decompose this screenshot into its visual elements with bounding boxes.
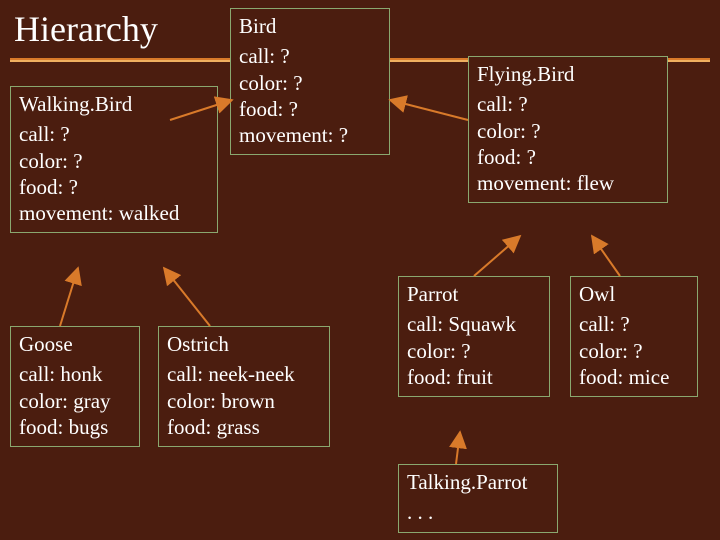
node-name: Goose (19, 331, 131, 357)
edge-talkingparrot-to-parrot (456, 432, 460, 464)
node-name: Flying.Bird (477, 61, 659, 87)
node-attrs: call: ? color: ? food: ? movement: ? (239, 43, 381, 148)
node-attrs: call: ? color: ? food: ? movement: flew (477, 91, 659, 196)
node-flyingbird: Flying.Bird call: ? color: ? food: ? mov… (468, 56, 668, 203)
node-ostrich: Ostrich call: neek-neek color: brown foo… (158, 326, 330, 447)
node-talkingparrot: Talking.Parrot . . . (398, 464, 558, 533)
node-owl: Owl call: ? color: ? food: mice (570, 276, 698, 397)
node-goose: Goose call: honk color: gray food: bugs (10, 326, 140, 447)
edge-owl-to-flyingbird (592, 236, 620, 276)
page-title: Hierarchy (14, 8, 158, 50)
node-name: Bird (239, 13, 381, 39)
node-walkingbird: Walking.Bird call: ? color: ? food: ? mo… (10, 86, 218, 233)
edge-ostrich-to-walkingbird (164, 268, 210, 326)
node-attrs: call: ? color: ? food: ? movement: walke… (19, 121, 209, 226)
node-attrs: call: Squawk color: ? food: fruit (407, 311, 541, 390)
node-bird: Bird call: ? color: ? food: ? movement: … (230, 8, 390, 155)
node-attrs: call: honk color: gray food: bugs (19, 361, 131, 440)
edge-flyingbird-to-bird (390, 100, 468, 120)
edge-parrot-to-flyingbird (474, 236, 520, 276)
node-attrs: call: neek-neek color: brown food: grass (167, 361, 321, 440)
node-name: Ostrich (167, 331, 321, 357)
node-attrs: . . . (407, 499, 549, 525)
node-attrs: call: ? color: ? food: mice (579, 311, 689, 390)
slide: Hierarchy Bird call: ? color: ? food: ? … (0, 0, 720, 540)
node-name: Talking.Parrot (407, 469, 549, 495)
node-name: Walking.Bird (19, 91, 209, 117)
node-name: Owl (579, 281, 689, 307)
edge-goose-to-walkingbird (60, 268, 78, 326)
node-parrot: Parrot call: Squawk color: ? food: fruit (398, 276, 550, 397)
node-name: Parrot (407, 281, 541, 307)
